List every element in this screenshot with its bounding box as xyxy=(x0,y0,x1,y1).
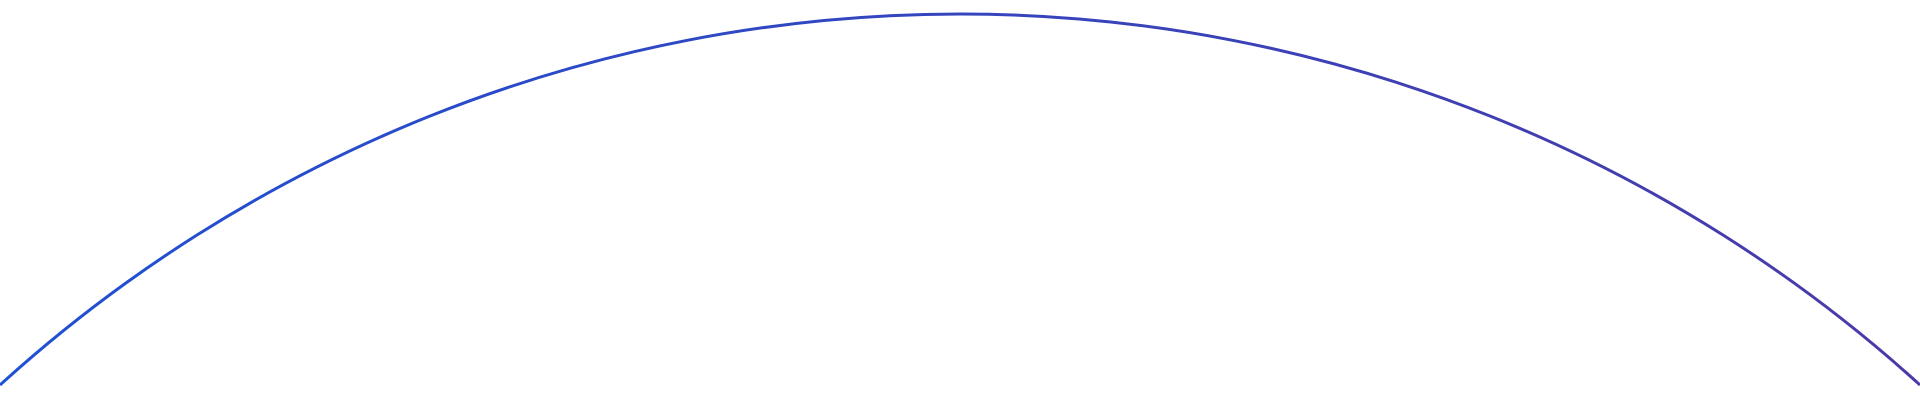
decorative-arc xyxy=(0,12,1920,387)
